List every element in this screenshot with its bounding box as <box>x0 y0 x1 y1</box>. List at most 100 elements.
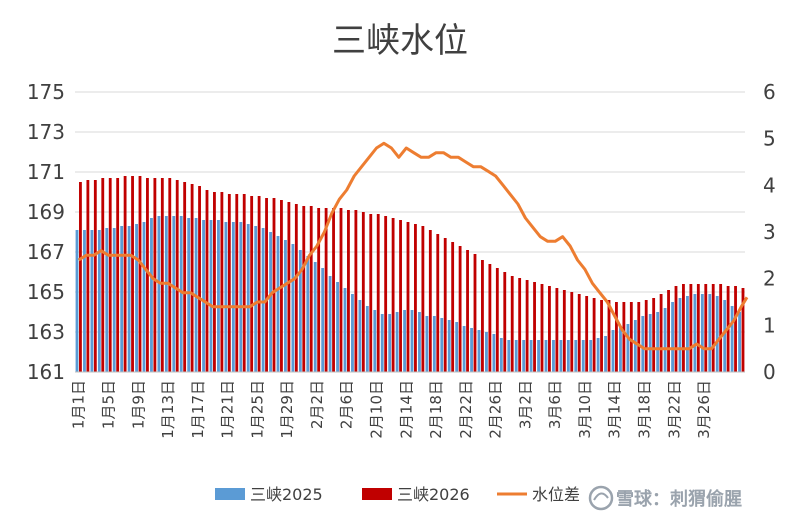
bar-2026 <box>607 300 611 372</box>
bar-2025 <box>514 340 518 372</box>
chart-title: 三峡水位 <box>332 21 468 61</box>
bar-2025 <box>492 334 496 372</box>
bar-2026 <box>577 294 581 372</box>
bar-2025 <box>321 268 325 372</box>
x-tick-label: 1月9日 <box>129 380 147 429</box>
bar-2025 <box>246 224 250 372</box>
bar-2025 <box>403 310 406 372</box>
bar-2026 <box>369 214 373 372</box>
bar-2026 <box>629 302 633 372</box>
bar-2025 <box>671 302 674 372</box>
x-axis-ticks: 1月1日 1月5日 1月9日 1月13日 1月17日 1月21日 1月25日 1月29日 2月2… <box>70 380 713 439</box>
bar-2025 <box>209 220 213 372</box>
bar-2026 <box>116 178 120 372</box>
bar-2025 <box>276 236 280 372</box>
bar-2025 <box>552 340 555 372</box>
bar-2026 <box>600 300 603 372</box>
x-tick-label: 1月29日 <box>278 380 296 439</box>
x-tick-label: 2月14日 <box>397 380 415 439</box>
diff-polyline <box>77 141 749 351</box>
bar-2026 <box>153 178 157 372</box>
bar-2025 <box>559 340 563 372</box>
bar-2025 <box>112 228 116 372</box>
bar-2026 <box>503 272 507 372</box>
bar-2026 <box>272 198 276 372</box>
series-2026-bars <box>79 176 745 372</box>
bar-2025 <box>120 226 124 372</box>
bar-2026 <box>146 178 149 372</box>
bar-2025 <box>477 330 481 372</box>
bar-2025 <box>269 232 272 372</box>
bar-2025 <box>447 320 451 372</box>
bar-2025 <box>440 318 444 372</box>
bar-2026 <box>235 194 239 372</box>
bar-2025 <box>164 216 168 372</box>
x-tick-label: 3月10日 <box>576 380 594 439</box>
x-tick-label: 3月2日 <box>516 380 534 429</box>
bar-2026 <box>466 250 469 372</box>
bar-2025 <box>596 338 600 372</box>
bar-2025 <box>633 320 637 372</box>
bar-2026 <box>101 178 105 372</box>
legend-label-diff: 水位差 <box>532 485 580 504</box>
bar-2025 <box>343 288 347 372</box>
bar-2025 <box>693 294 697 372</box>
y-axis-left-ticks: 161 163 165 167 169 171 173 175 <box>27 80 65 384</box>
bar-2026 <box>175 180 179 372</box>
bar-2025 <box>581 340 585 372</box>
bar-2026 <box>131 176 134 372</box>
bar-2026 <box>160 178 164 372</box>
bar-2025 <box>187 218 191 372</box>
x-tick-label: 2月22日 <box>457 380 475 439</box>
bar-2025 <box>589 340 593 372</box>
bar-2025 <box>604 336 607 372</box>
x-tick-label: 3月14日 <box>606 380 624 439</box>
bar-2025 <box>179 216 183 372</box>
x-tick-label: 2月26日 <box>487 380 505 439</box>
bar-2026 <box>689 284 693 372</box>
bar-2026 <box>659 294 663 372</box>
bar-2025 <box>336 282 339 372</box>
bar-2026 <box>622 302 626 372</box>
series-diff-line <box>77 141 749 351</box>
bar-2026 <box>287 202 291 372</box>
bar-2026 <box>123 176 127 372</box>
bar-2026 <box>138 176 142 372</box>
bar-2026 <box>79 182 82 372</box>
bar-2026 <box>741 288 745 372</box>
bar-2025 <box>738 312 741 372</box>
bar-2026 <box>615 302 618 372</box>
bar-2026 <box>220 192 224 372</box>
bar-2026 <box>108 178 112 372</box>
bar-2026 <box>376 214 380 372</box>
bar-2026 <box>510 276 514 372</box>
bar-2025 <box>566 340 570 372</box>
bar-2025 <box>507 340 511 372</box>
y2-tick-label: 1 <box>763 313 776 337</box>
bar-2025 <box>298 250 302 372</box>
bar-2025 <box>254 226 258 372</box>
legend-swatch-2025 <box>215 488 245 500</box>
bar-2025 <box>395 312 399 372</box>
x-tick-label: 3月6日 <box>546 380 564 429</box>
bar-2025 <box>537 340 540 372</box>
bar-2026 <box>347 210 350 372</box>
y2-tick-label: 2 <box>763 267 776 291</box>
bar-2025 <box>432 316 436 372</box>
bar-2025 <box>499 338 503 372</box>
bar-2025 <box>83 230 86 372</box>
bar-2026 <box>667 290 670 372</box>
bar-2025 <box>75 230 79 372</box>
bar-2025 <box>313 262 317 372</box>
bar-2026 <box>495 268 499 372</box>
bar-2025 <box>90 230 94 372</box>
snowball-logo-icon <box>588 485 614 511</box>
y2-tick-label: 5 <box>763 127 776 151</box>
y-tick-label: 175 <box>27 80 65 104</box>
watermark: 雪球：刺猬偷腥 <box>588 485 742 511</box>
y-tick-label: 173 <box>27 120 65 144</box>
bar-2025 <box>641 316 645 372</box>
bar-2026 <box>443 238 447 372</box>
bar-2025 <box>462 326 466 372</box>
